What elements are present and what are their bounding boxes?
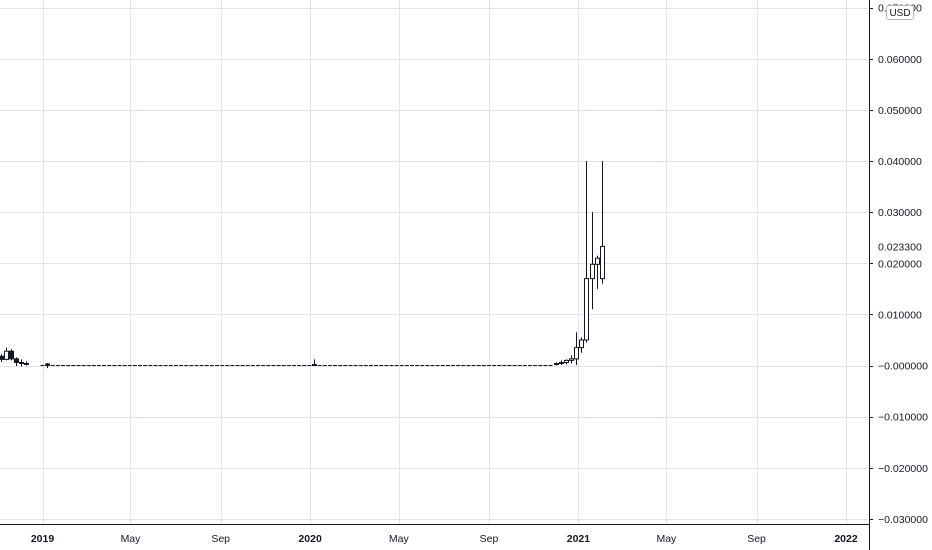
x-tick-label: 2021 <box>567 533 591 545</box>
y-tick-label: 0.030000 <box>878 207 922 219</box>
candle-body-up <box>312 363 317 366</box>
last-price-label-bg <box>870 239 932 254</box>
y-tick-label: 0.020000 <box>878 258 922 270</box>
candle-body-down <box>14 358 19 363</box>
candle-body-up <box>595 257 600 265</box>
candle-body-up <box>579 339 584 349</box>
x-tick-label: 2020 <box>298 533 322 545</box>
candle-body-up <box>559 361 564 364</box>
x-tick-label: 2019 <box>31 533 55 545</box>
x-tick-label: Sep <box>480 533 499 545</box>
candle-body-down <box>19 361 24 364</box>
candle-body-up <box>600 245 605 280</box>
candle-body-up <box>590 263 595 280</box>
last-price-label: 0.023300 <box>878 241 922 253</box>
y-tick-label: −0.020000 <box>878 463 928 475</box>
candle-body-up <box>564 359 569 363</box>
y-tick-label: −0.030000 <box>878 514 928 526</box>
candle-body-down <box>24 362 29 365</box>
y-tick-label: 0.040000 <box>878 156 922 168</box>
y-tick-label: 0.010000 <box>878 309 922 321</box>
candle-body-down <box>9 350 14 360</box>
candle-body-up <box>569 358 574 361</box>
x-tick-label: May <box>389 533 410 545</box>
y-tick-label: 0.060000 <box>878 54 922 66</box>
x-tick-label: May <box>121 533 142 545</box>
x-tick-label: Sep <box>211 533 230 545</box>
currency-badge[interactable]: USD <box>886 5 914 20</box>
x-tick-label: 2022 <box>834 533 858 545</box>
x-tick-label: May <box>656 533 677 545</box>
candle-body-up <box>574 347 579 360</box>
y-tick-label: −0.000000 <box>878 361 928 373</box>
candle-body-up <box>584 278 589 341</box>
candle-body-up <box>4 350 9 360</box>
candle-body-down <box>0 355 4 360</box>
x-tick-label: Sep <box>747 533 766 545</box>
candle-body-up <box>554 362 559 365</box>
candle-body-down <box>45 363 50 366</box>
y-tick-label: 0.050000 <box>878 105 922 117</box>
y-tick-label: −0.010000 <box>878 412 928 424</box>
